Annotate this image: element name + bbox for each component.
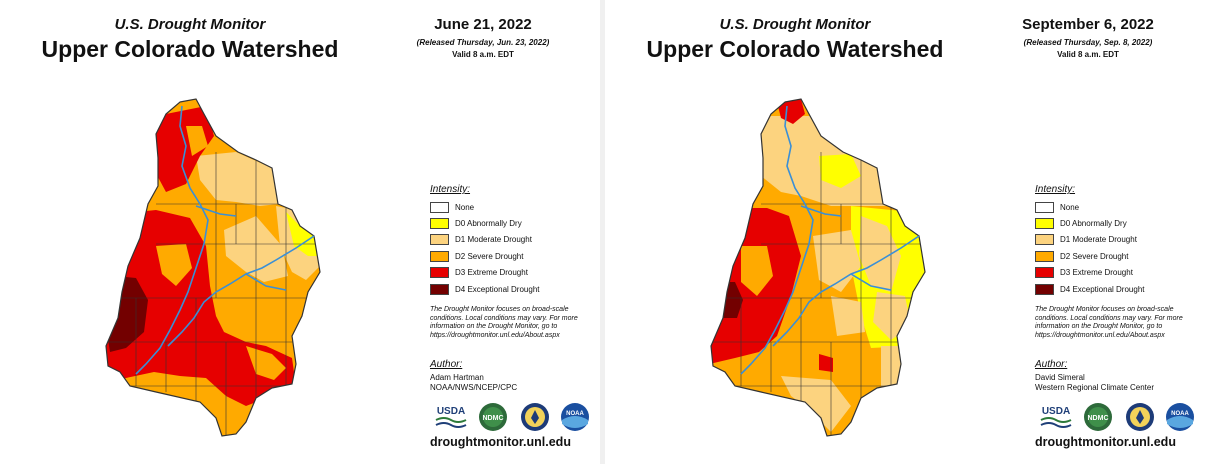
author-affiliation: NOAA/NWS/NCEP/CPC (430, 383, 518, 392)
legend-label: D4 Exceptional Drought (1060, 284, 1145, 294)
author-affiliation: Western Regional Climate Center (1035, 383, 1155, 392)
author-name: David Simeral (1035, 373, 1085, 382)
author-heading: Author: (430, 359, 463, 370)
legend-item-d4: D4 Exceptional Drought (430, 281, 598, 297)
legend-item-d3: D3 Extreme Drought (1035, 265, 1203, 281)
ndmc-logo-text: NDMC (1088, 415, 1109, 422)
legend-label: D2 Severe Drought (455, 251, 524, 261)
doc-seal-logo (1126, 403, 1154, 431)
legend-item-d3: D3 Extreme Drought (430, 265, 598, 281)
release-date: (Released Thursday, Jun. 23, 2022) (416, 38, 550, 47)
legend-item-none: None (430, 199, 598, 215)
brand-title: U.S. Drought Monitor (719, 16, 871, 33)
noaa-logo-text: NOAA (1171, 411, 1189, 417)
legend-label: None (1060, 202, 1080, 212)
legend-swatch (430, 218, 449, 230)
watershed-boundary (105, 98, 321, 437)
legend-swatch (1035, 250, 1054, 262)
drought-map (710, 98, 926, 437)
valid-time: Valid 8 a.m. EDT (452, 50, 514, 59)
brand-title: U.S. Drought Monitor (114, 16, 266, 33)
legend-label: D1 Moderate Drought (1060, 235, 1137, 245)
noaa-logo: NOAA (1166, 403, 1194, 431)
usda-logo-text: USDA (437, 406, 465, 417)
legend-title: Intensity: (1035, 184, 1076, 195)
river-network (135, 105, 315, 375)
author-name: Adam Hartman (430, 373, 484, 382)
map-date: September 6, 2022 (1022, 16, 1154, 33)
legend-item-d2: D2 Severe Drought (430, 248, 598, 264)
legend-swatch (1035, 201, 1054, 213)
author-heading: Author: (1035, 359, 1068, 370)
legend-item-d2: D2 Severe Drought (1035, 248, 1203, 264)
valid-time: Valid 8 a.m. EDT (1057, 50, 1119, 59)
region-title: Upper Colorado Watershed (41, 36, 339, 62)
legend-label: D1 Moderate Drought (455, 235, 532, 245)
d2-severe-area (156, 244, 192, 286)
doc-seal-logo (521, 403, 549, 431)
legend-label: D4 Exceptional Drought (455, 284, 540, 294)
region-title: Upper Colorado Watershed (646, 36, 944, 62)
panel-divider (600, 0, 605, 464)
legend-label: None (455, 202, 475, 212)
legend-label: D0 Abnormally Dry (1060, 219, 1127, 229)
ndmc-logo-text: NDMC (483, 415, 504, 422)
map-panel-september: U.S. Drought Monitor Upper Colorado Wate… (605, 0, 1205, 464)
legend-swatch (430, 250, 449, 262)
d1-moderate-area (813, 230, 861, 292)
legend: Intensity: None D0 Abnormally Dry D1 Mod… (1035, 184, 1203, 297)
legend-label: D3 Extreme Drought (455, 268, 528, 278)
legend-swatch (430, 201, 449, 213)
legend-label: D0 Abnormally Dry (455, 219, 522, 229)
map-panel-june: U.S. Drought Monitor Upper Colorado Wate… (0, 0, 600, 464)
legend-item-none: None (1035, 199, 1203, 215)
d2-severe-area (741, 246, 773, 296)
watershed-boundary (710, 98, 926, 437)
d0-abnormally-dry-area (286, 212, 320, 256)
author-info: David Simeral Western Regional Climate C… (1035, 373, 1154, 393)
legend-swatch (430, 234, 449, 246)
drought-map (105, 98, 321, 437)
legend-swatch (1035, 283, 1054, 295)
legend-label: D3 Extreme Drought (1060, 268, 1133, 278)
author-info: Adam Hartman NOAA/NWS/NCEP/CPC (430, 373, 517, 393)
noaa-logo-text: NOAA (566, 411, 584, 417)
disclaimer-note: The Drought Monitor focuses on broad-sca… (430, 306, 578, 339)
ndmc-logo: NDMC (479, 403, 507, 431)
website-link[interactable]: droughtmonitor.unl.edu (1035, 435, 1176, 449)
d1-moderate-area (781, 376, 851, 432)
d3-extreme-area (819, 354, 833, 372)
usda-logo: USDA (1040, 406, 1072, 428)
d1-moderate-area (881, 346, 907, 386)
disclaimer-note: The Drought Monitor focuses on broad-sca… (1035, 306, 1183, 339)
legend: Intensity: None D0 Abnormally Dry D1 Mod… (430, 184, 598, 297)
d2-severe-area (206, 380, 236, 432)
legend-swatch (1035, 218, 1054, 230)
legend-swatch (430, 283, 449, 295)
d3-extreme-area (777, 99, 805, 124)
noaa-logo: NOAA (561, 403, 589, 431)
legend-swatch (430, 267, 449, 279)
d0-abnormally-dry-area (819, 154, 861, 188)
river-network (740, 105, 920, 375)
d1-moderate-area (831, 296, 865, 336)
d1-moderate-area (196, 152, 278, 206)
d1-moderate-area (859, 216, 901, 292)
release-date: (Released Thursday, Sep. 8, 2022) (1023, 38, 1153, 47)
legend-item-d1: D1 Moderate Drought (430, 232, 598, 248)
legend-label: D2 Severe Drought (1060, 251, 1129, 261)
usda-logo: USDA (435, 406, 467, 428)
legend-item-d0: D0 Abnormally Dry (1035, 215, 1203, 231)
legend-item-d0: D0 Abnormally Dry (430, 215, 598, 231)
legend-title: Intensity: (430, 184, 471, 195)
legend-swatch (1035, 234, 1054, 246)
legend-swatch (1035, 267, 1054, 279)
legend-item-d1: D1 Moderate Drought (1035, 232, 1203, 248)
d2-severe-area (186, 126, 208, 156)
usda-logo-text: USDA (1042, 406, 1070, 417)
legend-item-d4: D4 Exceptional Drought (1035, 281, 1203, 297)
ndmc-logo: NDMC (1084, 403, 1112, 431)
website-link[interactable]: droughtmonitor.unl.edu (430, 435, 571, 449)
map-date: June 21, 2022 (434, 16, 532, 33)
